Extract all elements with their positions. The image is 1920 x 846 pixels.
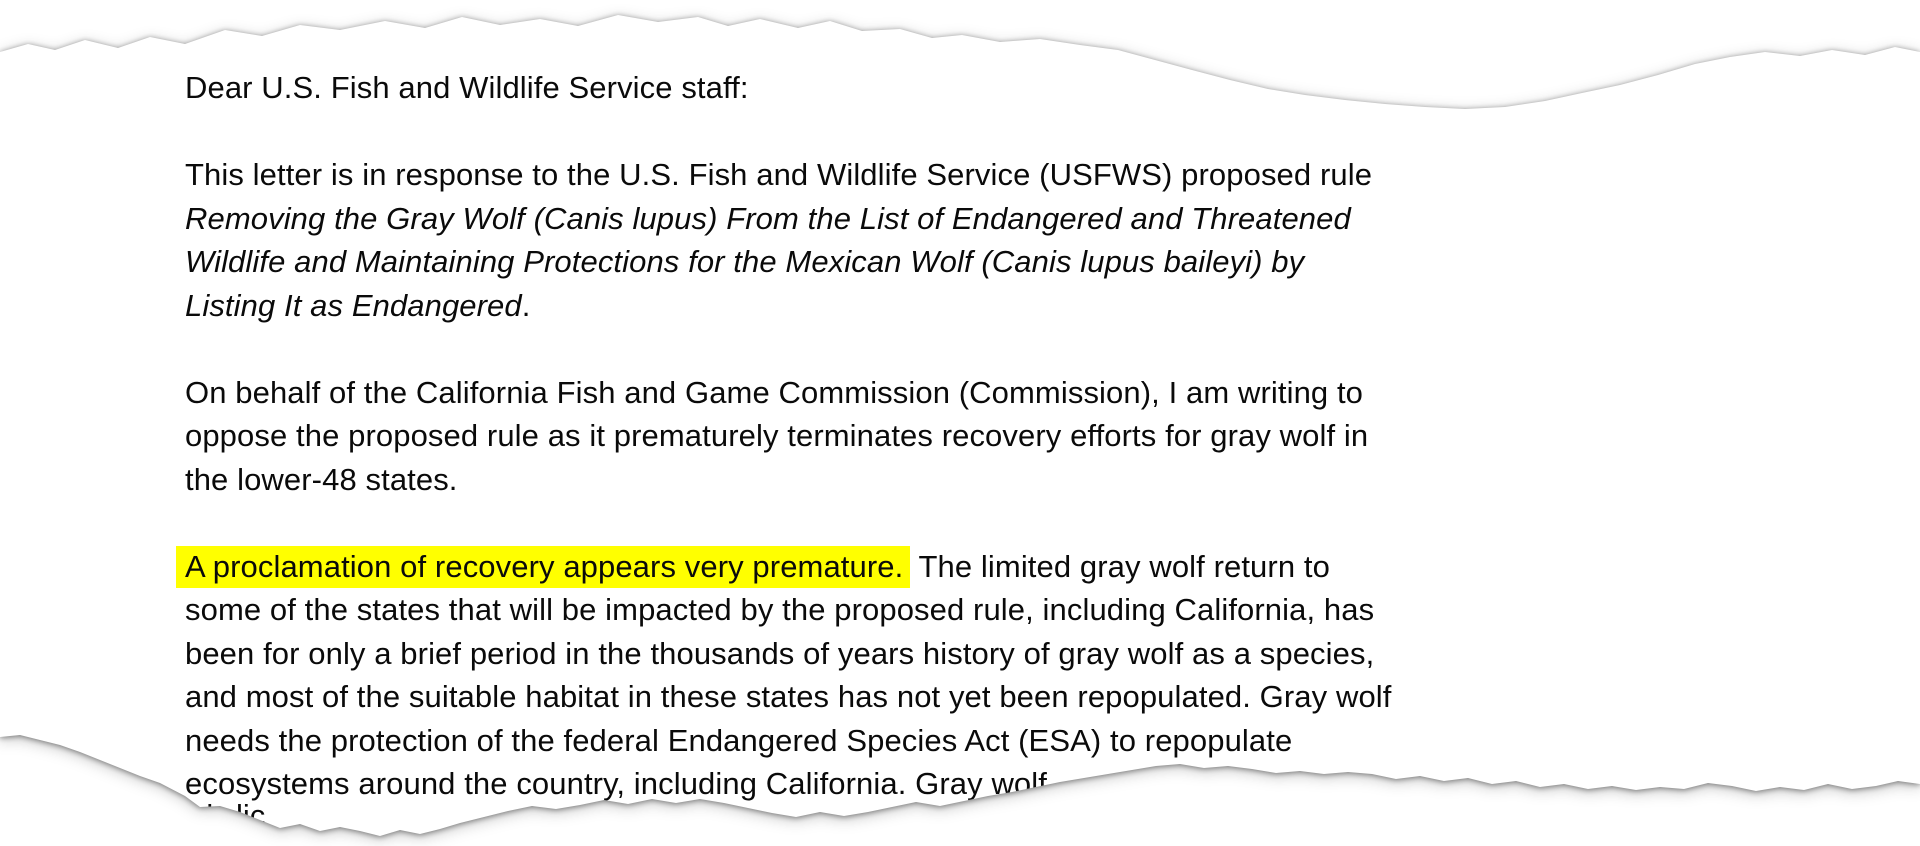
- letter-body: Dear U.S. Fish and Wildlife Service staf…: [176, 66, 1392, 806]
- letter-line: some of the states that will be impacted…: [185, 588, 1392, 632]
- letter-line: and most of the suitable habitat in thes…: [185, 675, 1392, 719]
- premature-line3: been for only a brief period in the thou…: [185, 635, 1375, 671]
- salutation-text: Dear U.S. Fish and Wildlife Service staf…: [185, 70, 749, 105]
- premature-line6-torn: ecosystems around the country, including…: [185, 766, 1047, 801]
- letter-line: Listing It as Endangered.: [185, 284, 1392, 328]
- paragraph-salutation: Dear U.S. Fish and Wildlife Service staf…: [185, 66, 1392, 110]
- letter-line: ecosystems around the country, including…: [185, 762, 1392, 806]
- torn-text-fragment: d: [196, 798, 214, 833]
- paragraph-opposition: On behalf of the California Fish and Gam…: [185, 371, 1392, 502]
- opposition-line2: oppose the proposed rule as it premature…: [185, 418, 1369, 453]
- letter-line: Removing the Gray Wolf (Canis lupus) Fro…: [185, 197, 1392, 241]
- rule-title-line2: Wildlife and Maintaining Protections for…: [185, 244, 1305, 279]
- letter-line: A proclamation of recovery appears very …: [176, 545, 1392, 589]
- opposition-line3: the lower-48 states.: [185, 461, 458, 497]
- letter-line: On behalf of the California Fish and Gam…: [185, 371, 1392, 415]
- premature-line5: needs the protection of the federal Enda…: [185, 722, 1293, 758]
- opposition-line1: On behalf of the California Fish and Gam…: [185, 374, 1364, 410]
- letter-line: Wildlife and Maintaining Protections for…: [185, 240, 1392, 284]
- premature-line4: and most of the suitable habitat in thes…: [185, 679, 1392, 714]
- highlighted-sentence: A proclamation of recovery appears very …: [176, 545, 911, 588]
- letter-line: oppose the proposed rule as it premature…: [185, 414, 1392, 458]
- rule-title-line1: Removing the Gray Wolf (Canis lupus) Fro…: [185, 200, 1351, 236]
- letter-line: been for only a brief period in the thou…: [185, 632, 1392, 676]
- torn-text-fragment: lic: [236, 798, 266, 833]
- paragraph-premature: A proclamation of recovery appears very …: [176, 545, 1392, 806]
- premature-line1-tail: The limited gray wolf return to: [910, 548, 1330, 584]
- letter-line: needs the protection of the federal Enda…: [185, 719, 1392, 763]
- letter-line: This letter is in response to the U.S. F…: [185, 153, 1392, 197]
- letter-line: Dear U.S. Fish and Wildlife Service staf…: [185, 66, 1392, 110]
- rule-title-period: .: [521, 287, 531, 323]
- intro-line1: This letter is in response to the U.S. F…: [185, 157, 1373, 192]
- letter-line: the lower-48 states.: [185, 458, 1392, 502]
- rule-title-line3: Listing It as Endangered: [185, 287, 522, 323]
- paragraph-intro: This letter is in response to the U.S. F…: [185, 153, 1392, 327]
- premature-line2: some of the states that will be impacted…: [185, 592, 1375, 627]
